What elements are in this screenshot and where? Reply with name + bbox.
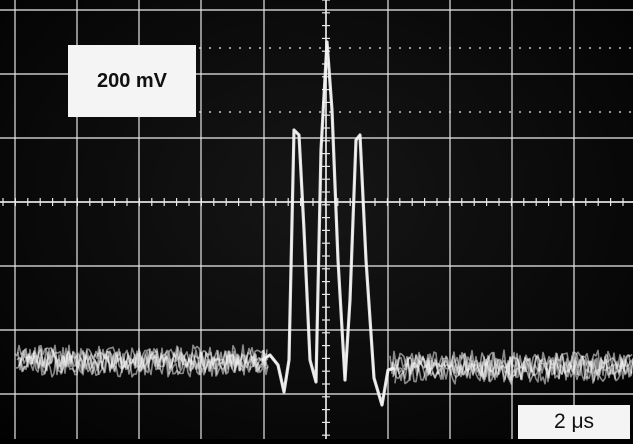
reference-dot	[468, 110, 472, 114]
reference-dot	[618, 110, 622, 114]
reference-dot	[448, 46, 452, 50]
reference-dot	[458, 46, 462, 50]
reference-dot	[478, 46, 482, 50]
reference-dot	[388, 110, 392, 114]
reference-dot	[598, 46, 602, 50]
reference-dot	[228, 46, 232, 50]
reference-dot	[608, 46, 612, 50]
reference-dot	[428, 110, 432, 114]
reference-dot	[578, 46, 582, 50]
noise-band-right	[394, 359, 633, 385]
reference-dot	[528, 46, 532, 50]
noise-band-left	[19, 354, 269, 378]
reference-dot	[248, 110, 252, 114]
reference-dot	[348, 46, 352, 50]
reference-dot	[608, 110, 612, 114]
reference-dot	[418, 46, 422, 50]
reference-dot	[558, 46, 562, 50]
reference-dot	[538, 46, 542, 50]
reference-dot	[488, 46, 492, 50]
reference-dot	[478, 110, 482, 114]
time-per-division-label: 2 μs	[518, 405, 630, 439]
volts-per-division-label: 200 mV	[68, 45, 196, 117]
reference-dot	[208, 110, 212, 114]
reference-dot	[328, 46, 332, 50]
reference-dot	[238, 110, 242, 114]
reference-dot	[588, 110, 592, 114]
reference-dot	[298, 110, 302, 114]
reference-dot	[198, 110, 202, 114]
reference-dot	[548, 110, 552, 114]
reference-dot	[508, 110, 512, 114]
reference-dot	[388, 46, 392, 50]
reference-dot	[448, 110, 452, 114]
reference-dot	[438, 110, 442, 114]
noise-band-left	[18, 352, 268, 376]
reference-dot	[378, 110, 382, 114]
reference-dot	[518, 110, 522, 114]
reference-dot	[338, 46, 342, 50]
reference-dot	[198, 46, 202, 50]
reference-dot	[408, 110, 412, 114]
reference-dot	[568, 110, 572, 114]
reference-dot	[348, 110, 352, 114]
reference-dot	[538, 110, 542, 114]
reference-dot	[578, 110, 582, 114]
reference-dot	[518, 46, 522, 50]
reference-dot	[548, 46, 552, 50]
dotted-reference-lines	[198, 46, 632, 114]
reference-dot	[618, 46, 622, 50]
reference-dot	[498, 110, 502, 114]
reference-dot	[458, 110, 462, 114]
reference-dot	[358, 110, 362, 114]
reference-dot	[298, 46, 302, 50]
reference-dot	[508, 46, 512, 50]
reference-dot	[498, 46, 502, 50]
reference-dot	[208, 46, 212, 50]
reference-dot	[438, 46, 442, 50]
reference-dot	[308, 46, 312, 50]
signal-trace	[14, 40, 633, 407]
reference-dot	[318, 110, 322, 114]
reference-dot	[268, 46, 272, 50]
reference-dot	[278, 46, 282, 50]
reference-dot	[398, 46, 402, 50]
reference-dot	[408, 46, 412, 50]
reference-dot	[218, 110, 222, 114]
reference-dot	[288, 46, 292, 50]
reference-dot	[338, 110, 342, 114]
reference-dot	[378, 46, 382, 50]
reference-dot	[558, 110, 562, 114]
reference-dot	[358, 46, 362, 50]
reference-dot	[428, 46, 432, 50]
reference-dot	[218, 46, 222, 50]
reference-dot	[628, 46, 632, 50]
reference-dot	[308, 110, 312, 114]
reference-dot	[258, 110, 262, 114]
reference-dot	[368, 110, 372, 114]
reference-dot	[528, 110, 532, 114]
reference-dot	[398, 110, 402, 114]
reference-dot	[468, 46, 472, 50]
reference-dot	[568, 46, 572, 50]
reference-dot	[248, 46, 252, 50]
reference-dot	[228, 110, 232, 114]
reference-dot	[238, 46, 242, 50]
reference-dot	[268, 110, 272, 114]
reference-dot	[628, 110, 632, 114]
reference-dot	[258, 46, 262, 50]
signal-burst	[261, 40, 395, 407]
reference-dot	[488, 110, 492, 114]
reference-dot	[318, 46, 322, 50]
reference-dot	[588, 46, 592, 50]
signal-burst-core	[261, 41, 395, 406]
reference-dot	[288, 110, 292, 114]
reference-dot	[418, 110, 422, 114]
reference-dot	[368, 46, 372, 50]
reference-dot	[278, 110, 282, 114]
reference-dot	[598, 110, 602, 114]
